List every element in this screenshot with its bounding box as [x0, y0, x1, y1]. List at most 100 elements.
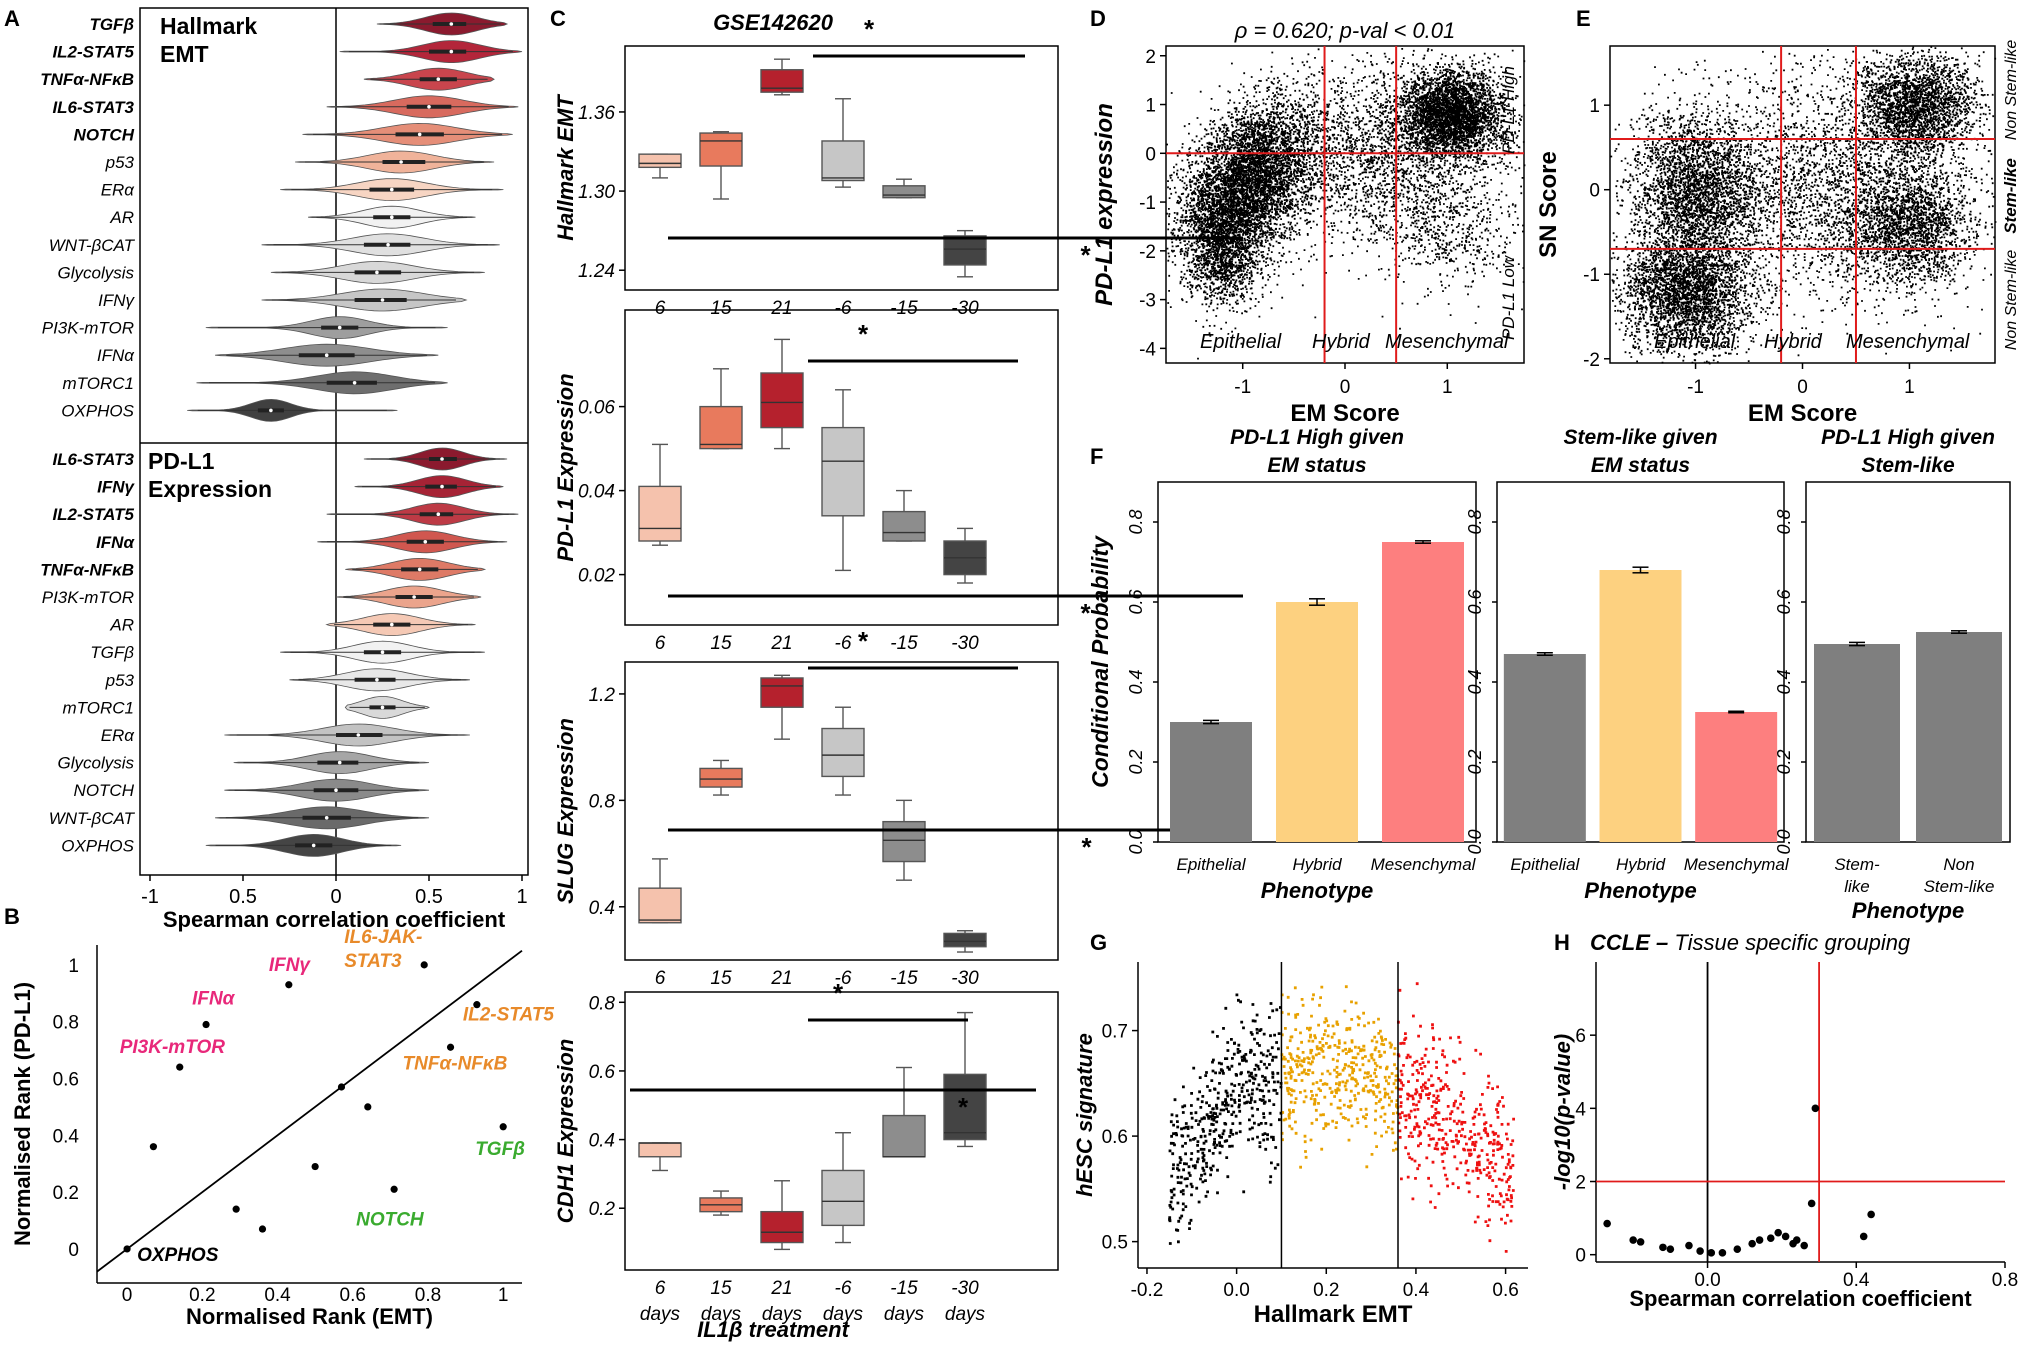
box — [821, 140, 865, 182]
scatter-point — [499, 1123, 507, 1131]
x-tick-label: 15 — [710, 633, 732, 654]
y-axis-label: SN Score — [1535, 151, 1562, 258]
violin-median — [324, 353, 329, 358]
x-tick-label: Hybrid — [1292, 855, 1342, 874]
violin-label: WNT-βCAT — [49, 809, 136, 828]
y-tick-label: 0.8 — [1126, 509, 1146, 534]
significance-star: * — [958, 1092, 969, 1122]
x-tick-unit: days — [640, 1304, 681, 1325]
scatter-point — [202, 1020, 210, 1029]
subplot-title: PD-L1 High given — [1821, 426, 1995, 449]
violin-median — [380, 705, 385, 710]
scatter-points-hybrid — [1280, 985, 1400, 1169]
x-tick-label: 15 — [710, 1278, 732, 1299]
panel-d: -1 0 1 2 1 0 -1 -2 -3 -4 EM Score PD-L1 expression ρ… — [1091, 18, 1526, 427]
x-tick-label: Mesenchymal — [1684, 855, 1790, 874]
panel-c-title: GSE142620 — [713, 10, 834, 35]
point-label: STAT3 — [344, 951, 402, 972]
y-tick-label: 0 — [1575, 1246, 1586, 1267]
region-label: Hybrid — [1312, 331, 1371, 353]
violin-label: AR — [109, 616, 134, 635]
x-axis-label: IL1β treatment — [697, 1317, 850, 1342]
region-label: Epithelial — [1654, 331, 1736, 353]
y-axis-label: Hallmark EMT — [553, 94, 578, 241]
scatter-point — [1696, 1247, 1704, 1255]
violin-label: PI3K-mTOR — [42, 319, 134, 338]
x-tick-label: 0.6 — [1492, 1280, 1518, 1301]
violin-label: ERα — [101, 726, 136, 745]
side-label: Stem-like — [2001, 158, 2020, 234]
box-frame — [624, 661, 1059, 961]
diagonal-line — [96, 949, 523, 1273]
y-tick-label: 1.24 — [578, 261, 615, 282]
box — [760, 69, 804, 93]
scatter-point — [364, 1103, 372, 1111]
subplot-title: Stem-like — [1861, 454, 1955, 477]
box-frame — [624, 45, 1059, 291]
box — [638, 887, 682, 924]
side-label: PD-L1 High — [1499, 66, 1518, 154]
x-tick-label: Stem-like — [1924, 877, 1995, 896]
violin-median — [449, 49, 454, 54]
x-tick-label: 0.5 — [229, 886, 257, 908]
scatter-point — [1733, 1245, 1742, 1253]
x-tick-label: 1 — [1904, 377, 1915, 398]
x-tick-label: -6 — [835, 1278, 852, 1299]
scatter-point — [1807, 1199, 1816, 1208]
y-tick-label: 1.30 — [578, 182, 615, 203]
y-tick-label: 1.2 — [589, 685, 616, 706]
scatter-point — [258, 1225, 267, 1233]
x-tick-label: -6 — [835, 968, 852, 989]
box — [699, 767, 743, 788]
bar — [1599, 570, 1682, 842]
scatter-point — [1781, 1232, 1790, 1241]
scatter-point — [1707, 1249, 1716, 1257]
violin-label: mTORC1 — [63, 374, 134, 393]
violin-median — [337, 760, 342, 765]
scatter-point — [1685, 1241, 1693, 1250]
y-tick-label: 0.0 — [1465, 829, 1485, 854]
x-tick-label: Epithelial — [1510, 855, 1580, 874]
violin-median — [386, 243, 390, 247]
x-tick-label: 21 — [770, 633, 792, 654]
y-tick-label: -4 — [1139, 339, 1156, 360]
violin-label: IFNα — [97, 346, 135, 365]
violin-label: ERα — [101, 181, 136, 200]
group-title: Expression — [148, 476, 272, 502]
scatter-point — [1636, 1238, 1645, 1246]
y-tick-label: 2 — [1145, 47, 1156, 68]
region-label: Mesenchymal — [1846, 331, 1970, 353]
violin-label: OXPHOS — [61, 401, 134, 420]
panel-e: -1 0 1 1 0 -1 -2 EM Score SN Score Epithelial Hybr… — [1535, 40, 2020, 427]
violin-label: Glycolysis — [57, 263, 134, 282]
x-tick-label: -30 — [951, 298, 979, 319]
x-tick-label: 15 — [710, 298, 732, 319]
x-tick-unit: days — [884, 1304, 925, 1325]
y-tick-label: 0.8 — [589, 993, 616, 1014]
x-axis-label: EM Score — [1748, 400, 1857, 427]
x-tick-label: -1 — [1687, 377, 1704, 398]
significance-star: * — [858, 319, 869, 349]
subplot-title: EM status — [1591, 454, 1690, 477]
violin-median — [436, 77, 441, 81]
box — [882, 185, 926, 199]
violin-label: OXPHOS — [61, 836, 134, 855]
side-label: Non Stem-like — [2003, 250, 2020, 351]
x-tick-label: 21 — [770, 968, 792, 989]
violin-median — [311, 843, 316, 848]
scatter-point — [1792, 1236, 1801, 1244]
box — [699, 132, 743, 167]
y-tick-label: 0.2 — [589, 1199, 616, 1220]
y-tick-label: 0.6 — [1126, 589, 1146, 615]
y-tick-label: 0.02 — [578, 566, 615, 587]
x-tick-label: 0.0 — [1694, 1270, 1720, 1291]
violin-median — [390, 215, 394, 219]
x-tick-label: Mesenchymal — [1371, 855, 1477, 874]
violin-median — [380, 650, 385, 654]
panel-g: -0.2 0.0 0.2 0.4 0.6 0.5 0.6 0.7 Hallmark EMT hES… — [1072, 962, 1528, 1328]
violin-median — [324, 816, 329, 820]
scatter-point — [1755, 1236, 1764, 1244]
bar — [1695, 712, 1778, 842]
title-italic-part: Tissue specific grouping — [1674, 930, 1911, 955]
y-tick-label: 1 — [68, 956, 79, 977]
